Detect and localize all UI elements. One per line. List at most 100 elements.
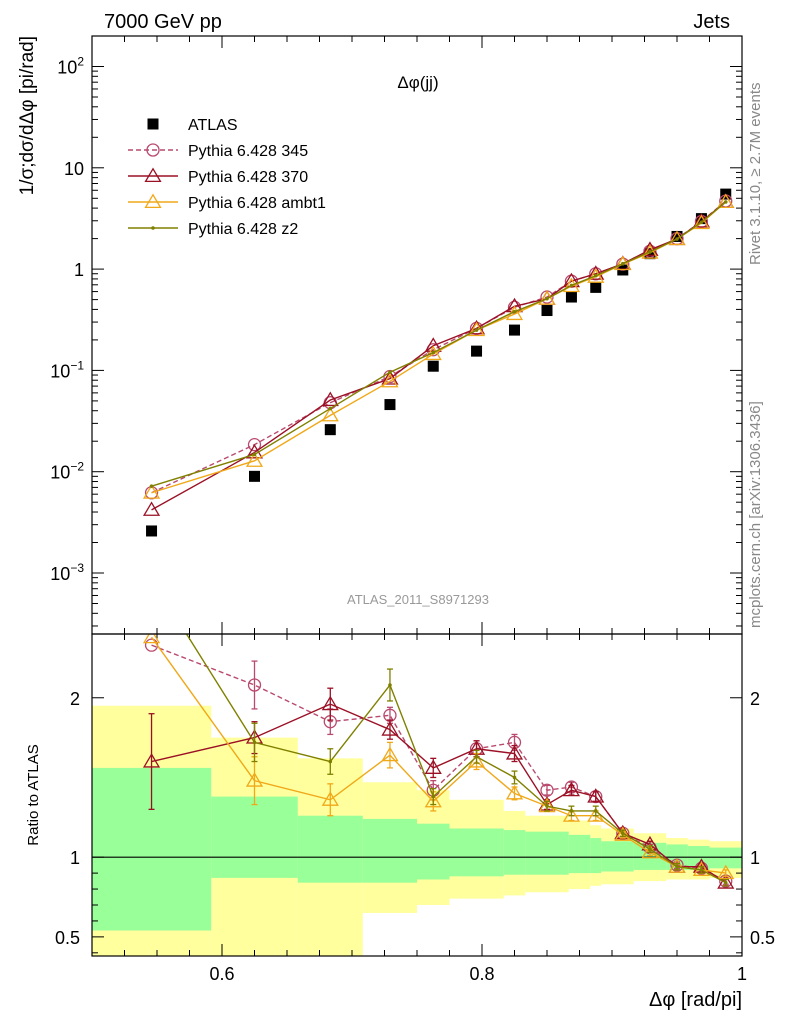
top-data-point: [565, 291, 577, 303]
ratio-data-point: [381, 721, 399, 736]
top-data-point: [381, 370, 399, 385]
top-ytick-label: 102: [57, 54, 84, 77]
top-data-point: [431, 350, 436, 355]
top-data-point: [590, 281, 602, 293]
ratio-band-inner: [601, 841, 634, 872]
top-data-point: [699, 220, 704, 225]
top-data-point: [587, 268, 605, 283]
legend-label: Pythia 6.428 370: [188, 169, 308, 186]
ratio-data-point: [142, 634, 161, 644]
top-data-point: [474, 328, 479, 332]
legend-label: Pythia 6.428 z2: [188, 221, 298, 238]
ratio-band-inner: [525, 831, 569, 875]
top-ytick-label: 10: [64, 159, 84, 179]
top-ytick-label: 1: [74, 260, 84, 280]
top-data-point: [593, 273, 598, 278]
ratio-xtick-label: 1: [737, 964, 747, 984]
ratio-ytick-label: 0.5: [55, 928, 80, 948]
top-data-point: [467, 319, 486, 335]
ratio-band-inner: [590, 838, 602, 874]
ratio-data-point: [505, 745, 524, 760]
energy-label: 7000 GeV pp: [104, 11, 222, 33]
ratio-band-inner: [211, 796, 298, 878]
top-series-4: [149, 200, 728, 488]
ratio-band-inner: [709, 847, 742, 869]
top-data-point: [668, 230, 686, 246]
top-data-point: [321, 391, 339, 407]
top-data-point: [562, 277, 581, 293]
ratio-ytick-label-right: 1: [750, 848, 760, 868]
ratio-data-point: [247, 678, 262, 692]
top-data-point: [384, 399, 396, 411]
top-data-point: [381, 372, 399, 388]
top-data-point: [648, 250, 652, 254]
ratio-band-inner: [568, 834, 591, 874]
top-data-point: [614, 255, 632, 271]
ratio-band-inner: [503, 830, 526, 875]
top-data-point: [723, 200, 728, 204]
top-data-point: [620, 261, 625, 266]
ratio-data-point: [388, 683, 392, 687]
ratio-xlabel: Δφ [rad/pi]: [649, 989, 742, 1011]
top-data-point: [569, 283, 574, 288]
top-data-point: [149, 484, 154, 488]
top-data-point: [324, 424, 336, 436]
ratio-xtick-label: 0.8: [469, 964, 494, 984]
top-data-point: [671, 230, 683, 242]
top-data-point: [424, 345, 442, 361]
category-label: Jets: [693, 11, 730, 33]
ratio-data-point: [545, 804, 549, 808]
legend-label: Pythia 6.428 345: [188, 143, 308, 160]
ratio-data-point: [717, 864, 735, 880]
ratio-ytick-label: 1: [70, 848, 80, 868]
ratio-band-inner: [362, 818, 417, 883]
top-ytick-label: 10−2: [50, 460, 84, 483]
top-data-point: [142, 484, 161, 499]
ratio-data-point: [593, 809, 598, 813]
ratio-data-point: [424, 759, 442, 774]
ratio-data-point: [431, 794, 436, 799]
legend-entry-2: Pythia 6.428 370: [128, 167, 308, 186]
top-data-point: [675, 237, 679, 241]
top-data-point: [644, 248, 656, 260]
ratio-data-point: [562, 781, 581, 797]
ratio-data-point: [321, 791, 339, 806]
top-data-point: [146, 525, 158, 537]
ratio-data-point: [424, 792, 442, 808]
ratio-data-point: [474, 754, 479, 759]
ratio-data-point: [150, 576, 154, 580]
legend-entry-0: ATLAS: [147, 117, 238, 134]
top-data-point: [509, 324, 520, 336]
top-data-point: [692, 214, 711, 230]
legend-marker: [151, 226, 155, 230]
top-data-point: [252, 452, 257, 457]
ratio-data-point: [699, 868, 704, 872]
ratio-data-point: [512, 775, 517, 780]
ratio-xtick-label: 0.6: [209, 964, 234, 984]
ratio-data-point: [723, 880, 728, 885]
top-data-point: [717, 193, 735, 209]
ratio-data-point: [569, 809, 574, 813]
ratio-data-point: [648, 847, 652, 851]
ratio-data-point: [614, 826, 632, 841]
top-data-point: [541, 305, 553, 317]
ratio-data-point: [668, 858, 686, 873]
ratio-band-inner: [417, 823, 450, 880]
top-data-point: [142, 501, 161, 516]
top-data-point: [641, 241, 659, 256]
rivet-label: Rivet 3.1.10, ≥ 2.7M events: [747, 83, 764, 266]
legend-marker: [147, 118, 159, 130]
top-data-point: [512, 309, 517, 314]
legend-label: Pythia 6.428 ambt1: [188, 195, 326, 212]
top-data-point: [247, 437, 262, 452]
top-data-point: [538, 290, 556, 305]
legend-marker: [146, 143, 160, 157]
ratio-series-3: [150, 576, 729, 887]
top-series-0: [146, 188, 732, 537]
top-data-point: [427, 360, 439, 372]
ratio-ytick-label-right: 0.5: [750, 928, 775, 948]
ratio-data-point: [328, 759, 333, 764]
top-data-point: [467, 321, 486, 337]
ratio-data-point: [142, 753, 161, 768]
